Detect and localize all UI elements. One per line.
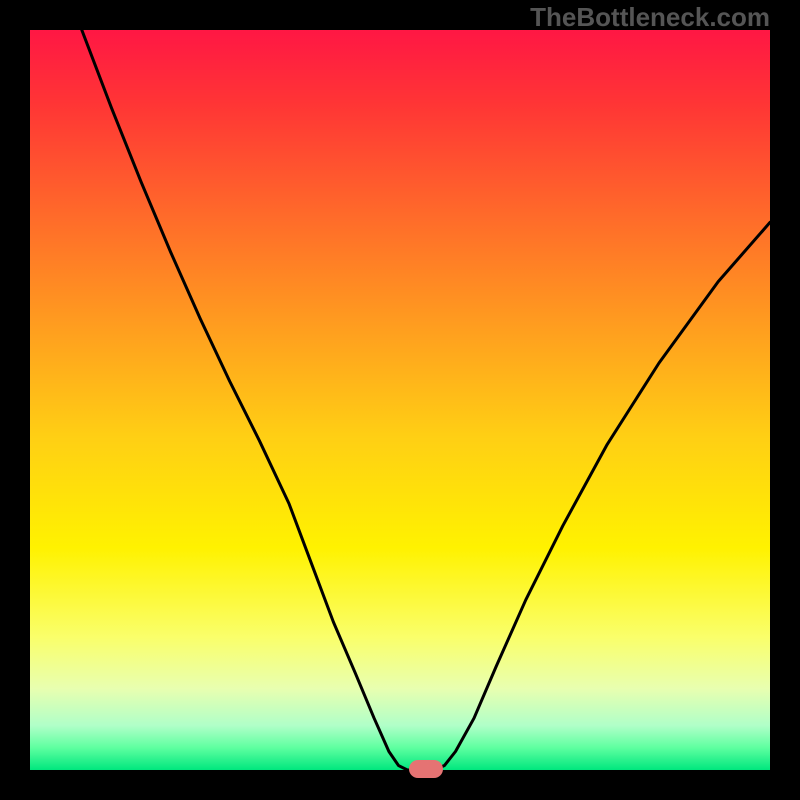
- attribution-text: TheBottleneck.com: [530, 2, 770, 33]
- bottleneck-marker: [409, 760, 443, 778]
- v-curve: [30, 30, 770, 770]
- plot-area: [30, 30, 770, 770]
